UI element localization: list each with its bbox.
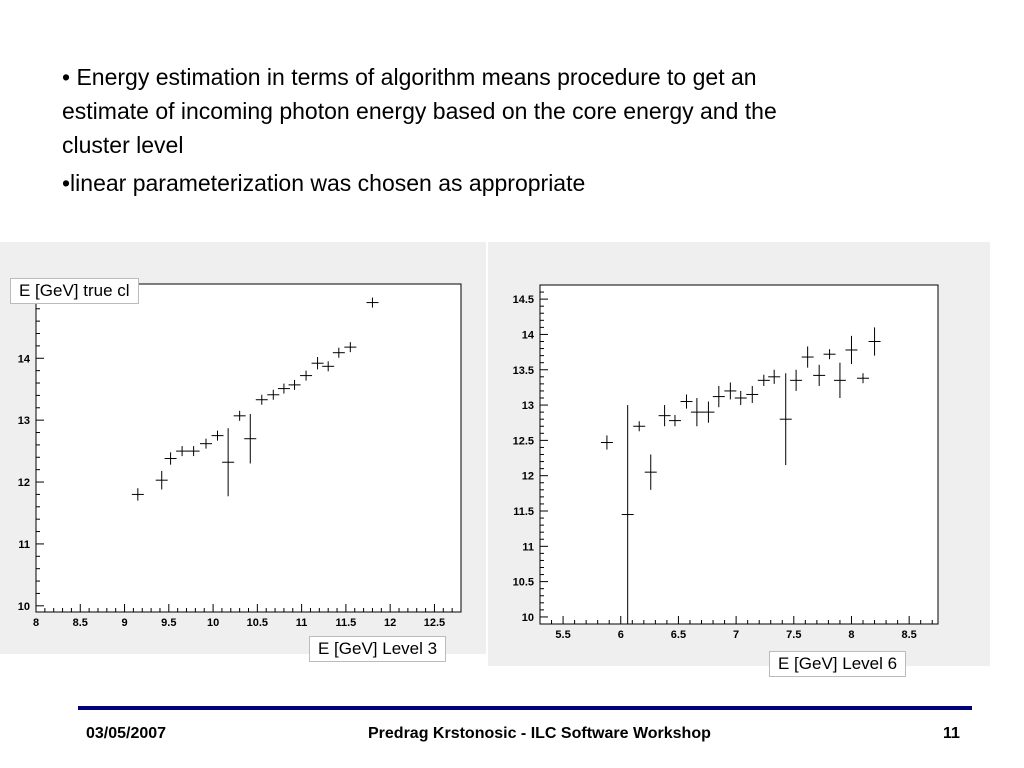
data-point bbox=[680, 394, 693, 409]
data-point bbox=[277, 383, 290, 394]
x-tick-label: 11.5 bbox=[335, 617, 356, 629]
footer-divider bbox=[78, 706, 972, 710]
data-point bbox=[222, 428, 235, 497]
data-point bbox=[288, 379, 301, 390]
x-tick-label: 8.5 bbox=[902, 629, 917, 641]
y-tick-label: 11.5 bbox=[513, 506, 534, 518]
data-point bbox=[621, 405, 634, 624]
chart-right: 5.5 6 6.5 7 7.5 8 8.5 10 10.5 11 11.5 12 12.5 13 13.5 1… bbox=[513, 284, 939, 641]
y-axis-label: E [GeV] true cl bbox=[10, 278, 139, 304]
data-point bbox=[833, 362, 846, 398]
plot-frame bbox=[35, 283, 462, 613]
y-tick-label: 12 bbox=[18, 477, 30, 489]
x-tick-label: 10.5 bbox=[247, 617, 268, 629]
data-point bbox=[823, 349, 836, 360]
bullet-item: •linear parameterization was chosen as a… bbox=[62, 170, 586, 196]
y-tick-label: 14 bbox=[18, 353, 31, 365]
y-tick-label: 10 bbox=[522, 612, 534, 624]
x-tick-label: 12.5 bbox=[424, 617, 445, 629]
data-point bbox=[200, 438, 212, 449]
data-point bbox=[344, 342, 357, 353]
data-point bbox=[868, 327, 881, 356]
y-tick-label: 10 bbox=[18, 601, 30, 613]
data-point bbox=[857, 373, 870, 384]
data-point bbox=[668, 414, 681, 427]
data-point bbox=[322, 361, 335, 372]
y-tick-label: 14 bbox=[522, 329, 535, 341]
data-point bbox=[801, 346, 814, 368]
page-number: 11 bbox=[943, 725, 960, 742]
data-point bbox=[366, 297, 379, 308]
x-tick-label: 9.5 bbox=[161, 617, 176, 629]
data-point bbox=[211, 430, 224, 441]
data-point bbox=[746, 385, 759, 403]
x-tick-label: 8 bbox=[848, 629, 854, 641]
x-tick-label: 6.5 bbox=[671, 629, 686, 641]
data-point bbox=[702, 401, 715, 423]
data-point bbox=[131, 488, 144, 501]
footer-date: 03/05/2007 bbox=[86, 725, 167, 742]
data-point bbox=[255, 394, 268, 405]
bullet-item: • Energy estimation in terms of algorith… bbox=[62, 64, 777, 158]
data-point bbox=[244, 413, 257, 464]
x-tick-label: 6 bbox=[618, 629, 624, 641]
data-point bbox=[757, 374, 770, 386]
data-point bbox=[790, 369, 803, 391]
y-tick-label: 14.5 bbox=[513, 294, 534, 306]
x-tick-label: 7 bbox=[733, 629, 739, 641]
data-point bbox=[600, 435, 613, 450]
chart-panel-right: 5.5 6 6.5 7 7.5 8 8.5 10 10.5 11 11.5 12 12.5 13 13.5 1… bbox=[488, 242, 990, 666]
x-tick-label: 8.5 bbox=[73, 617, 88, 629]
data-point bbox=[633, 421, 646, 432]
data-point bbox=[724, 382, 737, 400]
data-point bbox=[658, 405, 671, 427]
x-tick-label: 9 bbox=[121, 617, 127, 629]
data-point bbox=[176, 446, 189, 457]
data-point bbox=[845, 335, 858, 365]
data-point bbox=[233, 410, 246, 421]
data-point bbox=[300, 370, 313, 381]
x-tick-label: 8 bbox=[33, 617, 39, 629]
y-tick-label: 13.5 bbox=[513, 365, 534, 377]
data-point bbox=[155, 470, 168, 490]
data-point bbox=[813, 364, 826, 386]
y-tick-label: 13 bbox=[522, 400, 534, 412]
plot-frame bbox=[539, 284, 939, 625]
data-point bbox=[644, 454, 657, 490]
data-point bbox=[267, 389, 280, 400]
data-point bbox=[768, 369, 781, 384]
data-point bbox=[779, 373, 792, 466]
data-point bbox=[332, 347, 345, 358]
data-point bbox=[311, 357, 324, 370]
y-tick-label: 11 bbox=[18, 539, 30, 551]
x-tick-label: 11 bbox=[296, 617, 308, 629]
x-axis-label: E [GeV] Level 3 bbox=[309, 636, 447, 662]
y-tick-label: 12 bbox=[522, 471, 534, 483]
y-tick-label: 13 bbox=[18, 415, 30, 427]
x-axis-label: E [GeV] Level 6 bbox=[769, 651, 907, 677]
y-tick-label: 11 bbox=[522, 541, 534, 553]
x-tick-label: 12 bbox=[384, 617, 396, 629]
data-point bbox=[164, 452, 177, 465]
x-tick-label: 10 bbox=[207, 617, 219, 629]
y-tick-label: 10.5 bbox=[513, 577, 534, 589]
data-point bbox=[734, 390, 747, 406]
data-point bbox=[187, 446, 200, 457]
footer-title: Predrag Krstonosic - ILC Software Worksh… bbox=[368, 725, 711, 742]
data-point bbox=[690, 398, 703, 427]
data-point bbox=[712, 385, 725, 408]
x-tick-label: 5.5 bbox=[555, 629, 570, 641]
y-tick-label: 12.5 bbox=[513, 435, 534, 447]
x-tick-label: 7.5 bbox=[786, 629, 801, 641]
bullet-list: • Energy estimation in terms of algorith… bbox=[62, 60, 802, 200]
